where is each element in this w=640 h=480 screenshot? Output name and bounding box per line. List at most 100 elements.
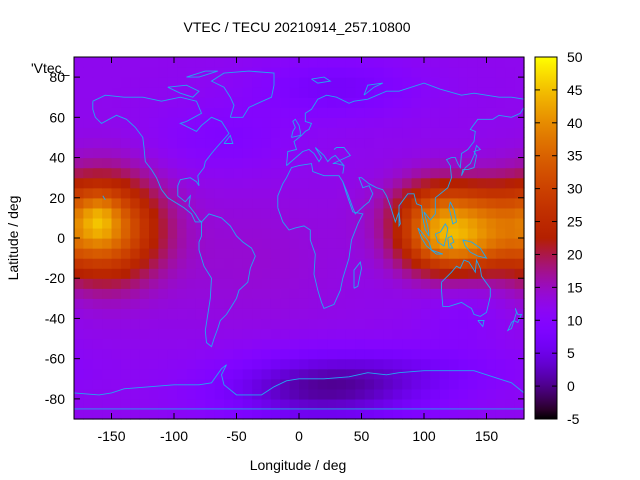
heatmap-cell (495, 308, 506, 320)
heatmap-cell (308, 318, 319, 330)
heatmap-cell (495, 368, 506, 380)
heatmap-cell (477, 227, 488, 239)
heatmap-cell (242, 268, 253, 279)
heatmap-cell (130, 288, 141, 299)
heatmap-cell (270, 238, 281, 249)
heatmap-cell (392, 187, 403, 199)
heatmap-cell (233, 117, 244, 128)
heatmap-cell (383, 338, 394, 350)
heatmap-cell (280, 238, 291, 249)
heatmap-cell (467, 67, 478, 78)
heatmap-cell (261, 308, 272, 320)
heatmap-cell (177, 268, 188, 279)
heatmap-cell (233, 318, 244, 330)
heatmap-cell (214, 227, 225, 239)
heatmap-cell (374, 187, 384, 199)
heatmap-cell (261, 57, 272, 68)
heatmap-cell (83, 278, 94, 289)
heatmap-cell (374, 318, 384, 330)
heatmap-cell (214, 248, 225, 259)
heatmap-cell (411, 268, 422, 279)
heatmap-cell (420, 57, 431, 68)
heatmap-cell (374, 137, 384, 149)
heatmap-cell (242, 288, 253, 299)
heatmap-cell (495, 77, 506, 88)
heatmap-cell (299, 308, 309, 320)
heatmap-cell (299, 147, 309, 159)
heatmap-cell (214, 137, 225, 149)
heatmap-cell (411, 258, 422, 269)
heatmap-cell (270, 408, 281, 420)
heatmap-cell (83, 137, 94, 149)
heatmap-cell (467, 157, 478, 169)
heatmap-cell (317, 298, 328, 309)
heatmap-cell (149, 278, 159, 289)
heatmap-cell (186, 308, 197, 320)
heatmap-cell (449, 308, 459, 320)
heatmap-cell (242, 177, 253, 189)
heatmap-cell (299, 87, 309, 98)
heatmap-cell (111, 258, 122, 269)
heatmap-cell (102, 87, 113, 98)
heatmap-cell (317, 278, 328, 289)
heatmap-cell (439, 207, 450, 219)
heatmap-cell (205, 298, 216, 309)
heatmap-cell (402, 127, 413, 139)
heatmap-cell (336, 258, 347, 269)
heatmap-cell (336, 167, 347, 179)
heatmap-cell (392, 217, 403, 229)
heatmap-cell (261, 217, 272, 229)
heatmap-cell (505, 97, 516, 108)
heatmap-cell (205, 248, 216, 259)
heatmap-cell (120, 238, 131, 249)
heatmap-cell (102, 288, 113, 299)
heatmap-cell (374, 328, 384, 340)
heatmap-cell (327, 67, 338, 78)
heatmap-cell (449, 167, 459, 179)
heatmap-cell (205, 167, 216, 179)
heatmap-cell (430, 227, 441, 239)
heatmap-cell (214, 77, 225, 88)
heatmap-cell (420, 227, 431, 239)
heatmap-cell (458, 358, 469, 370)
coastline (311, 76, 332, 84)
heatmap-cell (505, 318, 516, 330)
heatmap-cell (364, 87, 375, 98)
heatmap-cell (242, 117, 253, 128)
heatmap-cell (495, 117, 506, 128)
heatmap-cell (402, 97, 413, 108)
heatmap-cell (439, 338, 450, 350)
heatmap-cell (270, 308, 281, 320)
heatmap-cell (514, 167, 525, 179)
heatmap-cell (120, 227, 131, 239)
heatmap-cell (92, 137, 103, 149)
heatmap-cell (420, 217, 431, 229)
heatmap-cell (205, 147, 216, 159)
heatmap-cell (167, 117, 178, 128)
heatmap-cell (289, 298, 300, 309)
heatmap-cell (130, 187, 141, 199)
heatmap-cell (224, 137, 234, 149)
heatmap-cell (130, 57, 141, 68)
heatmap-cell (495, 107, 506, 118)
heatmap-cell (252, 398, 263, 410)
heatmap-cell (336, 57, 347, 68)
heatmap-cell (449, 67, 459, 78)
heatmap-cell (74, 248, 84, 259)
heatmap-cell (289, 378, 300, 390)
heatmap-cell (495, 258, 506, 269)
heatmap-cell (458, 308, 469, 320)
heatmap-cell (467, 408, 478, 420)
heatmap-cell (139, 238, 150, 249)
heatmap-cell (158, 87, 169, 98)
heatmap-cell (289, 408, 300, 420)
heatmap-cell (336, 238, 347, 249)
heatmap-cell (392, 278, 403, 289)
heatmap-cell (149, 127, 159, 139)
heatmap-cell (299, 278, 309, 289)
heatmap-cell (120, 77, 131, 88)
heatmap-cell (158, 127, 169, 139)
heatmap-cell (439, 87, 450, 98)
heatmap-cell (270, 278, 281, 289)
heatmap-cell (355, 398, 366, 410)
